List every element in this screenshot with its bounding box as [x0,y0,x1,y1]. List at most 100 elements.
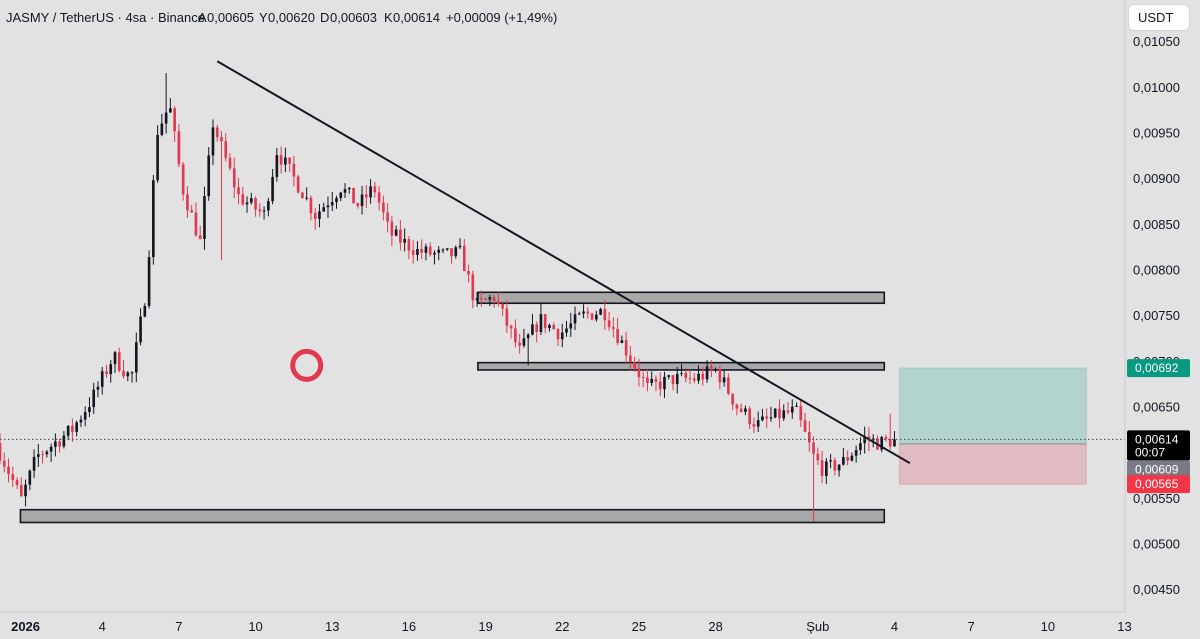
candle-body [497,300,500,304]
candle-body [433,252,436,255]
close-label: K [384,10,393,25]
time-axis[interactable]: 2026 4 7 10 13 16 19 22 25 28 Şub 4 7 10 13 [11,619,1132,634]
candle-body [181,164,185,195]
candle-body [514,328,517,343]
candle-body [71,425,74,432]
candle-body [224,141,228,158]
candle-body [846,457,849,461]
candle-body [761,416,764,421]
currency-button[interactable]: USDT [1128,4,1190,31]
candle-body [105,371,108,375]
countdown-label: 00:07 [1135,445,1165,459]
candle-body [667,375,671,377]
x-tick-label: 7 [175,619,182,634]
trendline[interactable] [216,60,911,464]
candle-body [143,305,147,317]
candle-body [859,443,862,451]
candle-body [786,410,790,413]
candle-body [211,127,215,156]
candle-body [394,229,398,236]
candle-body [160,123,164,135]
candle-body [543,314,547,329]
symbol-title[interactable]: JASMY / TetherUS · 4sa · Binance [6,10,205,25]
candle-body [773,408,777,418]
candle-body [739,408,743,412]
last-price-tag-label: 0,00614 [1135,432,1179,446]
candle-body [420,248,424,253]
candle-body [850,455,854,461]
candle-body [710,366,713,371]
candle-body [83,412,87,420]
candle-body [228,157,232,169]
candle-body [556,329,560,340]
candle-body [522,338,526,346]
candle-body [96,386,100,390]
candle-body [765,416,769,419]
candle-body [173,108,176,132]
candle-body [37,454,40,457]
target-price-tag-label: 0,00692 [1135,361,1179,375]
candle-body [437,249,441,253]
candle-body [190,210,193,213]
candle-body [505,308,509,326]
position-tool[interactable] [899,367,1087,485]
x-tick-label: 16 [402,619,416,634]
candle-body [198,235,202,239]
candle-body [347,187,351,190]
high-label: Y [259,10,268,25]
candle-body [279,155,283,165]
candle-body [833,460,837,471]
zone-support[interactable] [19,508,886,524]
candle-body [32,456,36,471]
candle-body [66,425,70,436]
candle-body [697,373,700,381]
candle-body [343,189,347,193]
low-label: D [320,10,329,25]
candle-body [680,373,683,375]
candle-body [633,361,636,369]
candle-body [88,407,91,413]
y-tick-label: 0,01050 [1133,34,1180,49]
candle-body [675,373,679,385]
candle-body [450,248,453,257]
candle-body [245,202,249,205]
candle-body [731,393,734,405]
candle-body [403,238,406,243]
candle-body [237,187,240,195]
candle-body [424,246,428,253]
candle-body [778,408,781,419]
candle-body [671,375,675,385]
ohlc-values: A 0,00605 Y 0,00620 D 0,00603 K 0,00614 … [198,10,557,25]
candle-body [15,480,19,486]
candle-body [854,450,858,456]
x-tick-label: 19 [478,619,492,634]
candle-body [271,176,274,202]
candle-body [531,324,534,335]
candle-body [382,202,385,213]
candle-body [284,157,287,165]
price-axis[interactable]: 0,01050 0,01000 0,00950 0,00900 0,00850 0,008… [1133,34,1180,597]
candle-body [322,207,326,212]
entry-price-tag: 0,00609 [1127,460,1190,479]
candle-body [820,460,824,476]
candle-body [880,437,884,450]
candle-body [275,155,279,177]
profit-zone[interactable] [899,367,1087,445]
candle-body [45,451,49,455]
loss-zone[interactable] [899,443,1087,485]
candle-body [2,460,6,467]
candle-body [842,457,845,465]
candle-body [386,212,389,222]
y-tick-label: 0,00900 [1133,171,1180,186]
y-tick-label: 0,00450 [1133,582,1180,597]
circle-marker[interactable] [290,348,324,382]
candle-body [117,352,121,371]
candle-body [616,328,619,343]
zone-resistance-1[interactable] [477,291,886,305]
candle-body [471,274,475,301]
candle-body [92,389,96,408]
candle-body [565,328,568,333]
candle-body [309,197,313,214]
